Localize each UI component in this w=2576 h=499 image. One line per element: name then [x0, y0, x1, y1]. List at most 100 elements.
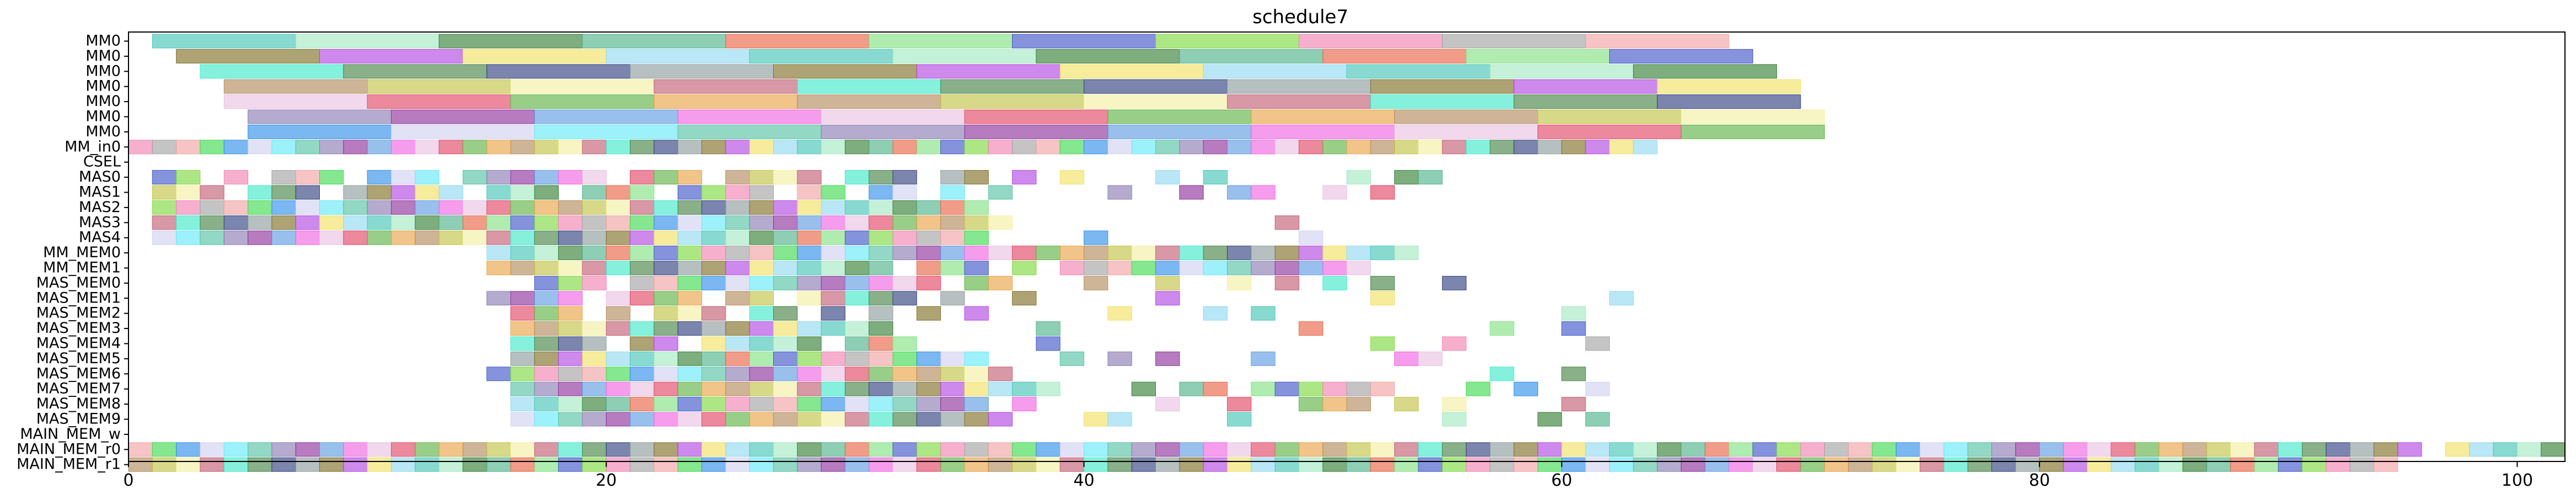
bar-lane16-3 [630, 275, 655, 290]
bar-lane28-39 [1059, 457, 1084, 472]
bar-lane28-37 [1012, 457, 1037, 472]
bar-lane19-3 [582, 321, 607, 336]
bar-lane13-24 [725, 230, 750, 245]
bar-lane12-33 [940, 215, 965, 230]
bar-lane28-57 [1490, 457, 1514, 472]
bar-lane13-16 [534, 230, 559, 245]
bar-lane4-3 [654, 94, 798, 109]
bar-lane25-7 [677, 412, 702, 427]
bar-lane28-70 [1800, 457, 1825, 472]
bar-lane28-43 [1155, 457, 1180, 472]
bar-lane17-2 [534, 291, 559, 306]
bar-lane9-8 [415, 170, 440, 185]
bar-lane28-83 [2111, 457, 2135, 472]
bar-lane6-5 [964, 124, 1108, 139]
bar-lane11-8 [343, 200, 368, 215]
bar-lane28-50 [1322, 457, 1347, 472]
bar-lane28-12 [415, 457, 440, 472]
bar-lane10-9 [415, 185, 440, 200]
bar-lane24-13 [821, 397, 845, 412]
bar-lane28-66 [1705, 457, 1729, 472]
bar-lane16-5 [677, 275, 702, 290]
bar-lane15-25 [1155, 261, 1180, 275]
bar-lane20-13 [892, 336, 917, 351]
bar-lane11-12 [438, 200, 463, 215]
bar-lane12-21 [654, 215, 678, 230]
bar-lane24-26 [1394, 397, 1419, 412]
bar-lane0-1 [295, 34, 440, 49]
bar-lane11-27 [797, 200, 822, 215]
bar-lane6-2 [534, 124, 678, 139]
bar-lane1-6 [1036, 49, 1180, 63]
bar-lane28-62 [1609, 457, 1634, 472]
bar-lane20-0 [510, 336, 535, 351]
bar-lane28-0 [128, 457, 153, 472]
bar-lane2-4 [773, 64, 917, 79]
y-tick-label-26: MAIN_MEM_w [20, 426, 121, 443]
bar-lane14-2 [534, 246, 559, 261]
bar-lane27-41 [1107, 442, 1132, 457]
bar-lane16-18 [1084, 275, 1108, 290]
bar-lane2-2 [486, 64, 631, 79]
bar-lane14-24 [1059, 246, 1084, 261]
bar-lane27-63 [1633, 442, 1658, 457]
bar-lane6-8 [1394, 124, 1539, 139]
bar-lane25-6 [654, 412, 678, 427]
bar-lane27-76 [1943, 442, 1968, 457]
bar-lane17-14 [892, 291, 917, 306]
y-tick-label-21: MAS_MEM5 [36, 350, 121, 367]
bar-lane28-34 [940, 457, 965, 472]
bar-lane9-18 [725, 170, 750, 185]
bar-lane3-3 [654, 79, 798, 94]
bar-lane15-3 [558, 261, 583, 275]
bar-lane28-77 [1967, 457, 1992, 472]
bar-lane20-16 [1442, 336, 1467, 351]
bar-lane7-39 [1059, 140, 1084, 155]
bar-lane15-33 [1346, 261, 1371, 275]
bar-lane18-16 [1561, 306, 1586, 321]
bar-lane28-56 [1466, 457, 1491, 472]
bar-lane0-3 [582, 34, 726, 49]
bar-lane10-22 [821, 185, 845, 200]
bar-lane25-23 [1227, 412, 1252, 427]
bar-lane28-5 [248, 457, 272, 472]
bar-lane13-12 [438, 230, 463, 245]
bar-lane24-16 [892, 397, 917, 412]
bar-lane9-1 [176, 170, 201, 185]
bar-lane28-42 [1131, 457, 1156, 472]
bar-lane14-9 [701, 246, 726, 261]
bar-lane15-20 [1012, 261, 1037, 275]
bar-lane7-20 [606, 140, 631, 155]
bar-lane7-11 [391, 140, 416, 155]
bar-lane7-15 [486, 140, 511, 155]
bar-lane4-0 [223, 94, 368, 109]
bar-lane21-14 [844, 351, 870, 366]
bar-lane11-23 [701, 200, 726, 215]
bar-lane7-37 [1012, 140, 1037, 155]
bar-lane15-17 [916, 261, 941, 275]
bar-lane11-13 [462, 200, 488, 215]
bar-lane16-11 [821, 275, 845, 290]
bar-lane11-26 [773, 200, 798, 215]
bar-lane25-0 [510, 412, 535, 427]
bar-lane14-26 [1107, 246, 1132, 261]
bar-lane16-24 [1442, 275, 1467, 290]
bar-lane11-19 [606, 200, 631, 215]
bar-lane15-5 [606, 261, 631, 275]
bar-lane18-3 [606, 306, 631, 321]
bar-lane24-7 [677, 397, 702, 412]
bar-lane13-22 [677, 230, 702, 245]
bar-lane9-27 [1012, 170, 1037, 185]
bar-lane14-12 [773, 246, 798, 261]
bar-lane6-0 [248, 124, 392, 139]
bar-lane11-17 [558, 200, 583, 215]
bar-lane13-8 [343, 230, 368, 245]
bar-lane28-35 [964, 457, 989, 472]
bar-lane27-65 [1680, 442, 1706, 457]
bar-lane14-32 [1251, 246, 1276, 261]
bar-lane13-29 [844, 230, 870, 245]
bar-lane2-5 [916, 64, 1061, 79]
bar-lane22-4 [582, 367, 607, 381]
bar-lane27-47 [1251, 442, 1276, 457]
bar-lane7-25 [725, 140, 750, 155]
